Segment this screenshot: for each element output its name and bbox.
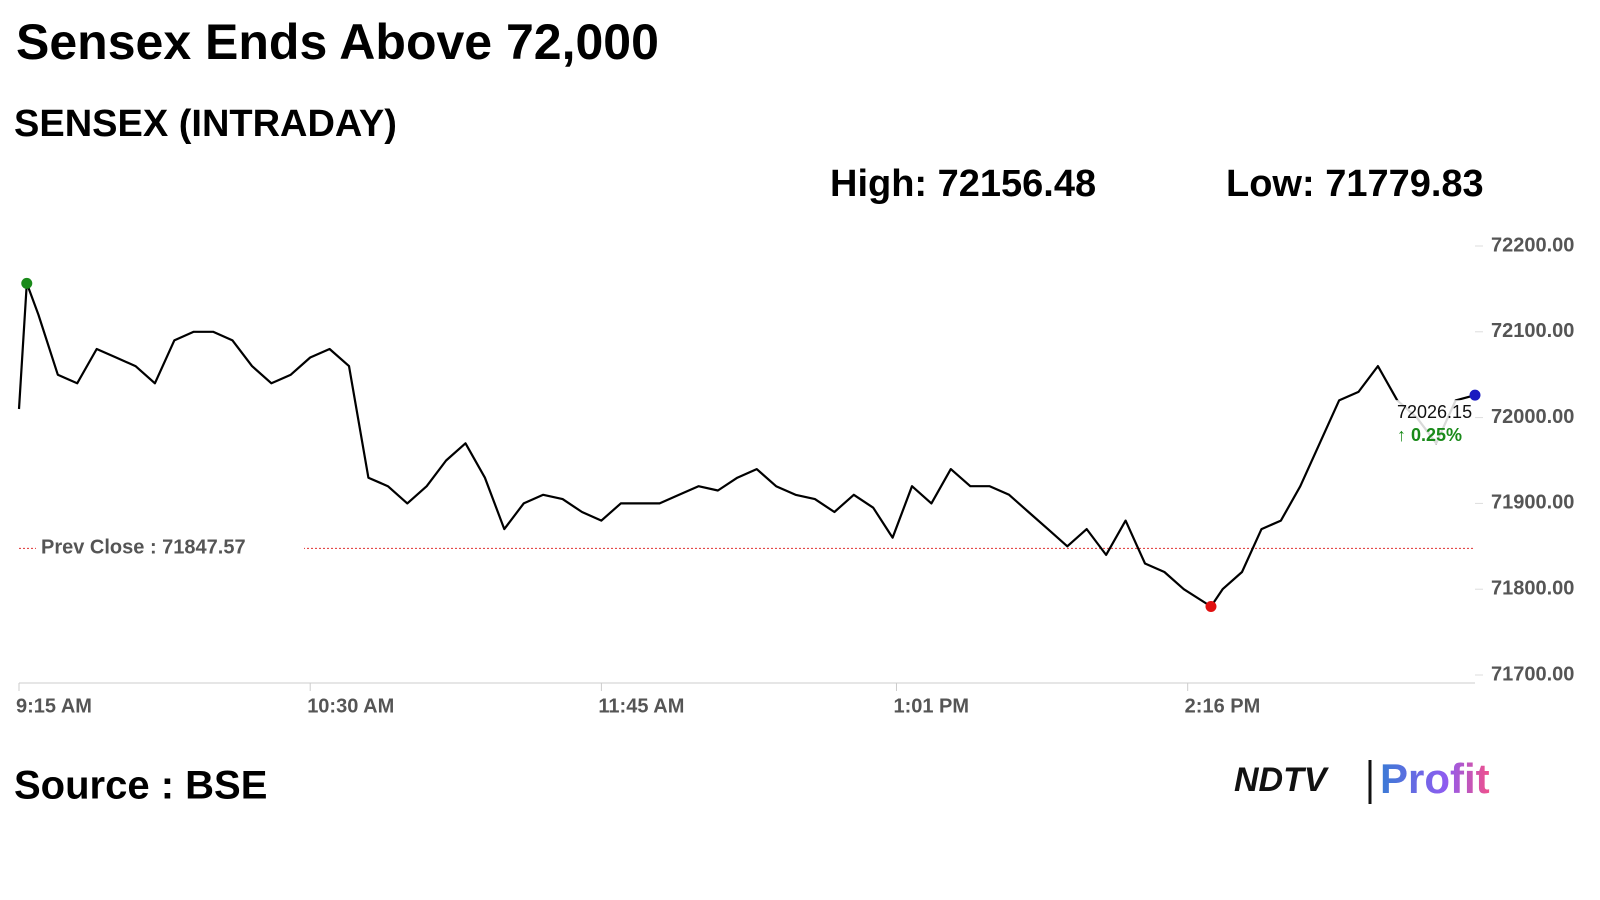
last-label-bg xyxy=(1395,400,1471,445)
y-tick-label: 72000.00 xyxy=(1491,406,1574,428)
y-tick-label: 72100.00 xyxy=(1491,320,1574,342)
source: Source : BSE xyxy=(14,764,267,808)
prev-close-label: Prev Close : 71847.57 xyxy=(41,537,246,559)
y-tick-label: 71700.00 xyxy=(1491,663,1574,685)
low-label: Low: 71779.83 xyxy=(1226,163,1484,205)
last-value-label: 72026.15 xyxy=(1397,402,1472,422)
y-tick-label: 71900.00 xyxy=(1491,492,1574,514)
y-tick-label: 71800.00 xyxy=(1491,577,1574,599)
price-line xyxy=(17,282,1476,608)
chart-title: Sensex Ends Above 72,000 xyxy=(16,14,659,70)
low-dot xyxy=(1205,601,1217,613)
change-label: ↑ 0.25% xyxy=(1397,425,1462,445)
x-tick-label: 1:01 PM xyxy=(893,695,969,717)
x-tick-label: 10:30 AM xyxy=(307,695,394,717)
prev-close-bg xyxy=(36,535,304,562)
last-dot xyxy=(1469,389,1481,401)
x-tick-label: 9:15 AM xyxy=(16,695,92,717)
y-tick-label: 72200.00 xyxy=(1491,234,1574,256)
high-label: High: 72156.48 xyxy=(830,163,1096,205)
x-tick-label: 11:45 AM xyxy=(598,695,684,717)
logo-profit: Profit xyxy=(1380,755,1490,802)
x-tick-label: 2:16 PM xyxy=(1185,695,1261,717)
high-dot xyxy=(21,277,33,289)
logo-ndtv: NDTV xyxy=(1234,761,1330,799)
chart-subtitle: SENSEX (INTRADAY) xyxy=(14,103,397,145)
